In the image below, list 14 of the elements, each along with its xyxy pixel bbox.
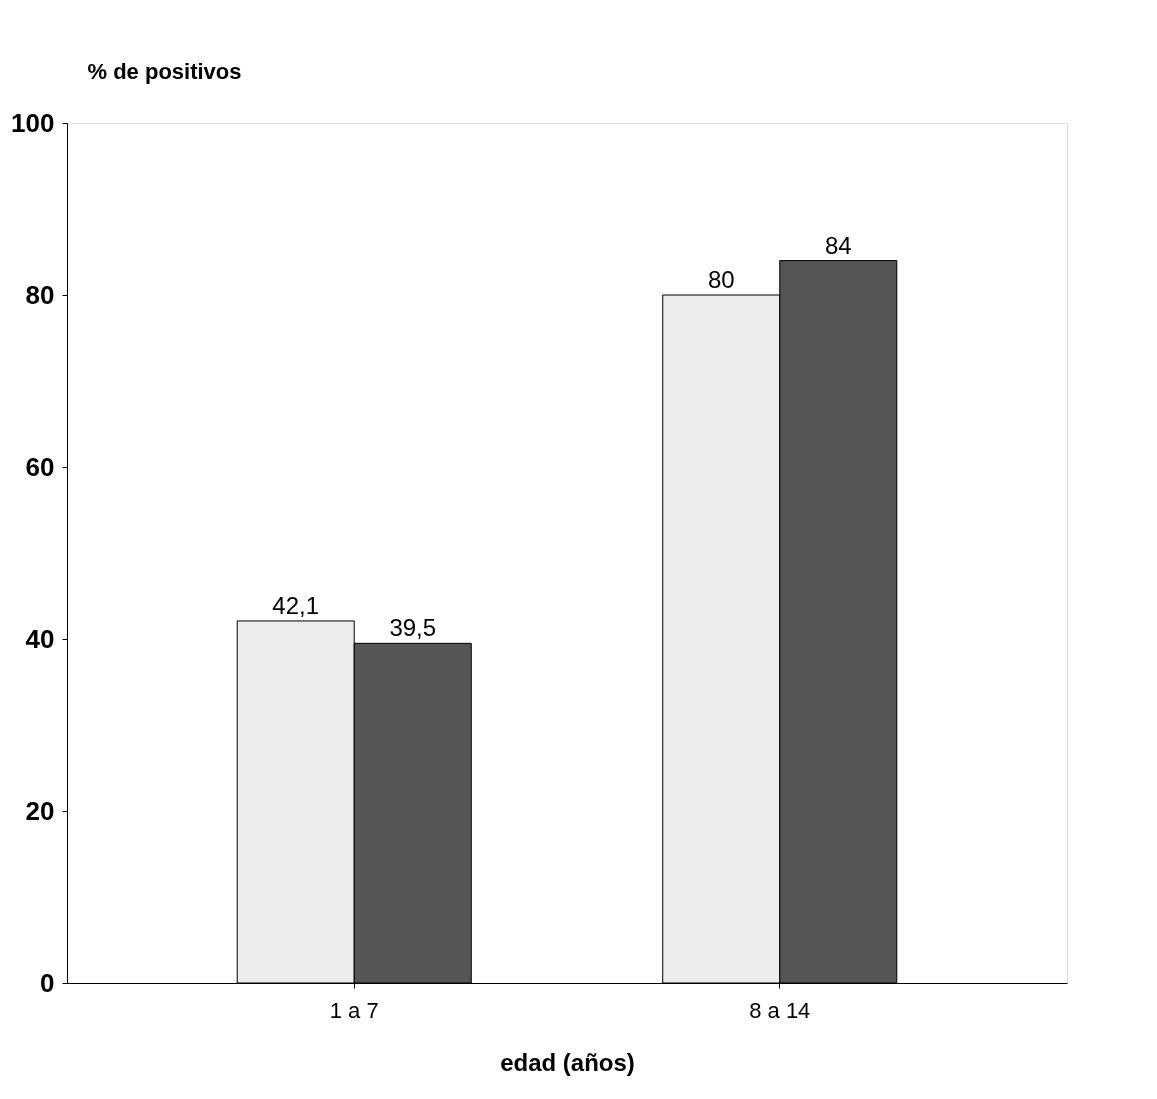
y-tick-label: 20 [25,795,55,826]
data-label: 84 [824,231,852,259]
y-tick-label: 60 [25,451,55,482]
data-label: 80 [707,266,735,293]
x-tick-label: 1 a 7 [329,997,379,1023]
y-tick-label: 80 [25,279,55,310]
x-tick-label: 8 a 14 [749,997,811,1023]
y-tick-label: 40 [25,623,55,654]
y-tick-label: 100 [11,107,55,138]
y-tick-label: 0 [40,967,55,998]
y-axis-title: % de positivos [87,58,242,84]
x-axis-title: edad (años) [500,1048,635,1076]
data-label: 42,1 [272,591,320,619]
data-label: 39,5 [389,614,437,642]
